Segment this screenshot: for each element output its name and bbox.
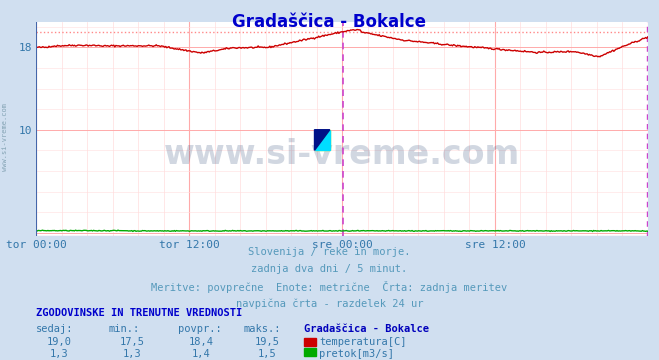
Text: navpična črta - razdelek 24 ur: navpična črta - razdelek 24 ur [236,298,423,309]
Text: 17,5: 17,5 [119,337,144,347]
Text: temperatura[C]: temperatura[C] [319,337,407,347]
Text: Meritve: povprečne  Enote: metrične  Črta: zadnja meritev: Meritve: povprečne Enote: metrične Črta:… [152,281,507,293]
Text: 1,4: 1,4 [192,349,210,359]
Text: 19,0: 19,0 [47,337,72,347]
Text: min.:: min.: [109,324,140,334]
Text: 18,4: 18,4 [188,337,214,347]
Text: sedaj:: sedaj: [36,324,74,334]
Polygon shape [314,130,330,150]
Polygon shape [314,130,330,150]
Text: www.si-vreme.com: www.si-vreme.com [2,103,9,171]
Text: povpr.:: povpr.: [178,324,221,334]
Text: 19,5: 19,5 [254,337,279,347]
Text: zadnja dva dni / 5 minut.: zadnja dva dni / 5 minut. [251,264,408,274]
Polygon shape [314,130,330,150]
Text: Gradaščica - Bokalce: Gradaščica - Bokalce [233,13,426,31]
Text: Slovenija / reke in morje.: Slovenija / reke in morje. [248,247,411,257]
Text: pretok[m3/s]: pretok[m3/s] [319,349,394,359]
Text: 1,5: 1,5 [258,349,276,359]
Text: www.si-vreme.com: www.si-vreme.com [164,138,520,171]
Text: Gradaščica - Bokalce: Gradaščica - Bokalce [304,324,430,334]
Text: 1,3: 1,3 [123,349,141,359]
Text: maks.:: maks.: [244,324,281,334]
Text: ZGODOVINSKE IN TRENUTNE VREDNOSTI: ZGODOVINSKE IN TRENUTNE VREDNOSTI [36,308,243,318]
Text: 1,3: 1,3 [50,349,69,359]
